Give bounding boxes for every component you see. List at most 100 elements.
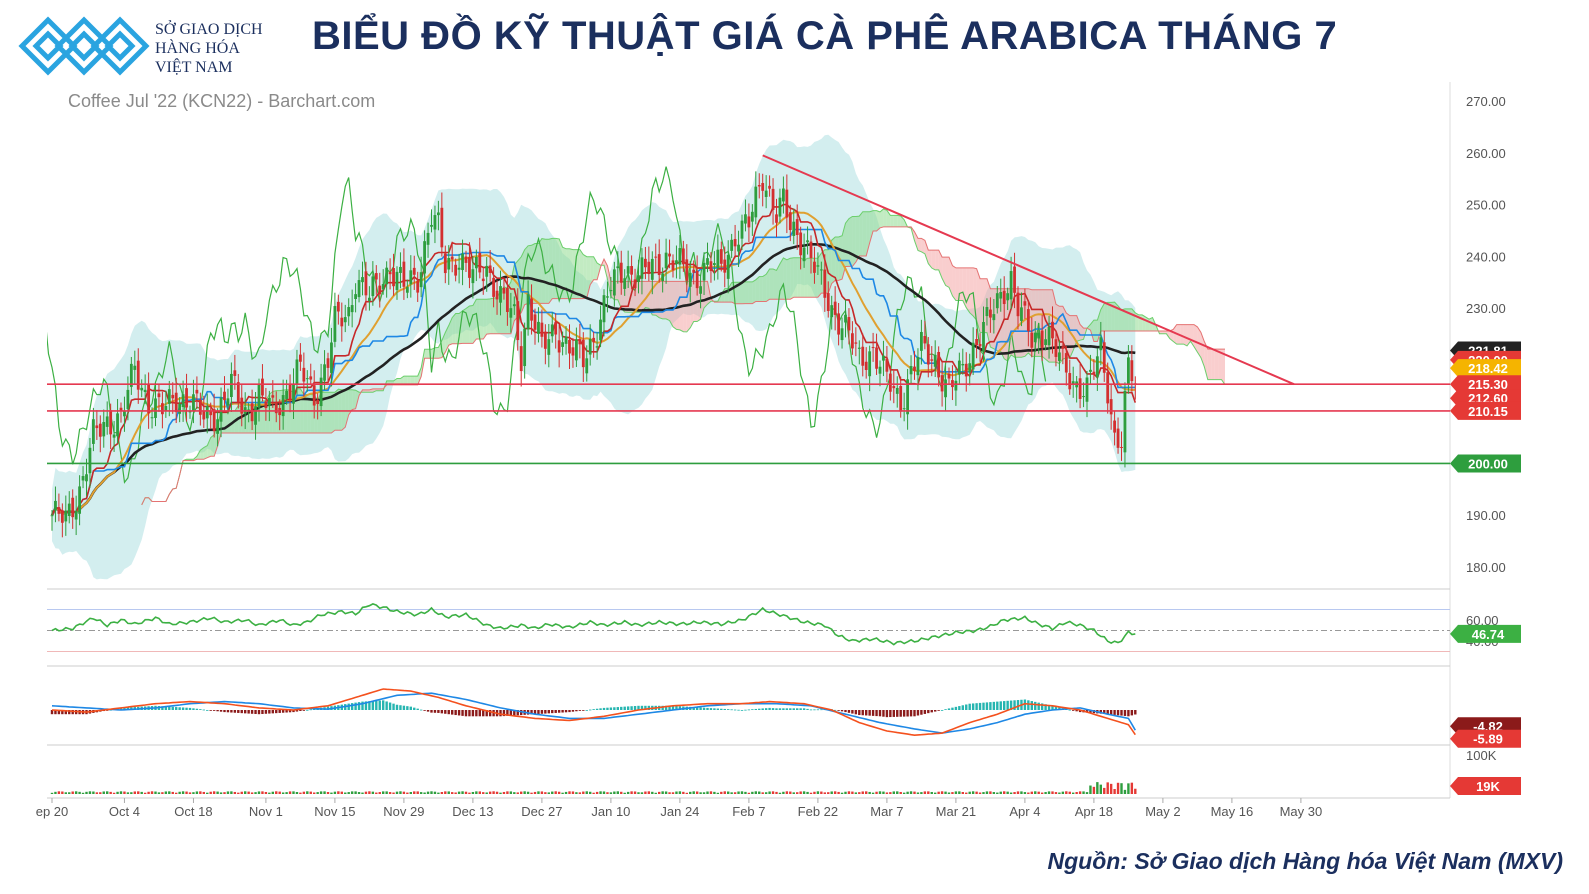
candle-body [185,388,188,408]
macd-histogram-bar [678,706,682,710]
volume-bar [330,792,333,794]
candle [119,402,123,423]
candle [274,391,278,423]
candle [1051,306,1054,354]
volume-bar [996,792,999,794]
candle-body [478,253,482,273]
volume-bar [402,791,406,794]
volume-bar [733,792,737,794]
candle [619,250,623,295]
macd-histogram-bar [1044,704,1047,710]
candle [678,235,682,280]
candle [385,261,389,298]
candle-body [744,214,747,224]
volume-bar [702,792,706,794]
volume-bar [1051,791,1054,794]
candle [309,363,313,386]
candle-body [488,265,492,273]
cloud-segment [962,267,967,308]
candle [443,245,447,284]
cloud-segment [562,247,567,299]
candle-body [92,419,95,444]
cloud-segment [262,400,266,433]
macd-histogram-bar [295,710,299,712]
macd-histogram-bar [833,709,837,711]
candle [402,248,406,300]
candle-body [419,272,423,288]
candle-body [330,342,333,373]
candle-body [1116,428,1120,448]
volume-bar [468,792,471,794]
volume-bar [896,791,899,794]
volume-bar [1065,791,1068,794]
candle-body [1120,446,1123,448]
macd-histogram-bar [761,708,764,710]
macd-histogram-bar [437,710,440,713]
price-tick-label: 190.00 [1466,508,1506,523]
candle [537,307,540,343]
volume-bar [126,792,130,794]
volume-bar [185,791,188,794]
cloud-segment [1149,317,1153,331]
candle [371,261,375,306]
candle-body [105,416,109,427]
macd-histogram-bar [119,707,123,710]
candle-body [512,304,516,307]
candle-body [619,262,623,283]
candle [1030,317,1034,358]
candle-body [54,500,57,511]
candle [588,324,592,366]
candle-body [581,339,585,368]
macd-histogram-bar [737,709,740,711]
candle [209,402,213,430]
cloud-segment [469,305,473,344]
candle-body [623,278,627,289]
candle-body [464,256,468,263]
cloud-segment [928,250,932,269]
candle [495,280,499,315]
candle [423,230,426,289]
volume-bar [830,791,833,794]
macd-histogram-bar [488,710,492,717]
macd-histogram-bar [616,707,619,710]
macd-histogram-bar [1030,701,1033,710]
cloud-segment [845,218,849,267]
badge-label: 215.30 [1468,377,1508,392]
candle [861,333,865,377]
candle-body [726,254,730,279]
volume-bar [971,791,975,794]
candle-body [240,397,244,414]
macd-histogram-bar [216,710,219,712]
cloud-segment [590,256,594,285]
volume-bar [309,791,312,794]
cloud-segment [479,299,484,340]
candle [188,405,192,419]
candle-body [502,287,506,294]
candle-body [1071,381,1075,385]
volume-bar [1013,792,1016,794]
candle [606,281,609,313]
candle-body [1047,326,1051,346]
volume-bar [1113,789,1116,794]
candle-body [719,249,723,264]
candle [195,376,199,409]
volume-bar [661,791,664,794]
macd-histogram-bar [840,710,844,712]
candle-body [944,379,947,398]
candle [864,347,868,379]
candle [485,256,489,292]
candle-body [750,211,754,222]
candle-body [71,497,75,518]
candle-body [509,308,513,318]
date-tick-label: Nov 15 [314,804,355,819]
macd-histogram-bar [1116,710,1120,716]
macd-histogram-bar [571,710,575,712]
macd-badge: -5.89 [1450,729,1521,748]
cloud-segment [983,278,987,333]
volume-bar [92,791,95,794]
volume-bar [223,792,226,794]
candle [147,372,150,429]
candle [409,255,413,298]
volume-bar [447,791,450,794]
candle-body [281,395,285,417]
